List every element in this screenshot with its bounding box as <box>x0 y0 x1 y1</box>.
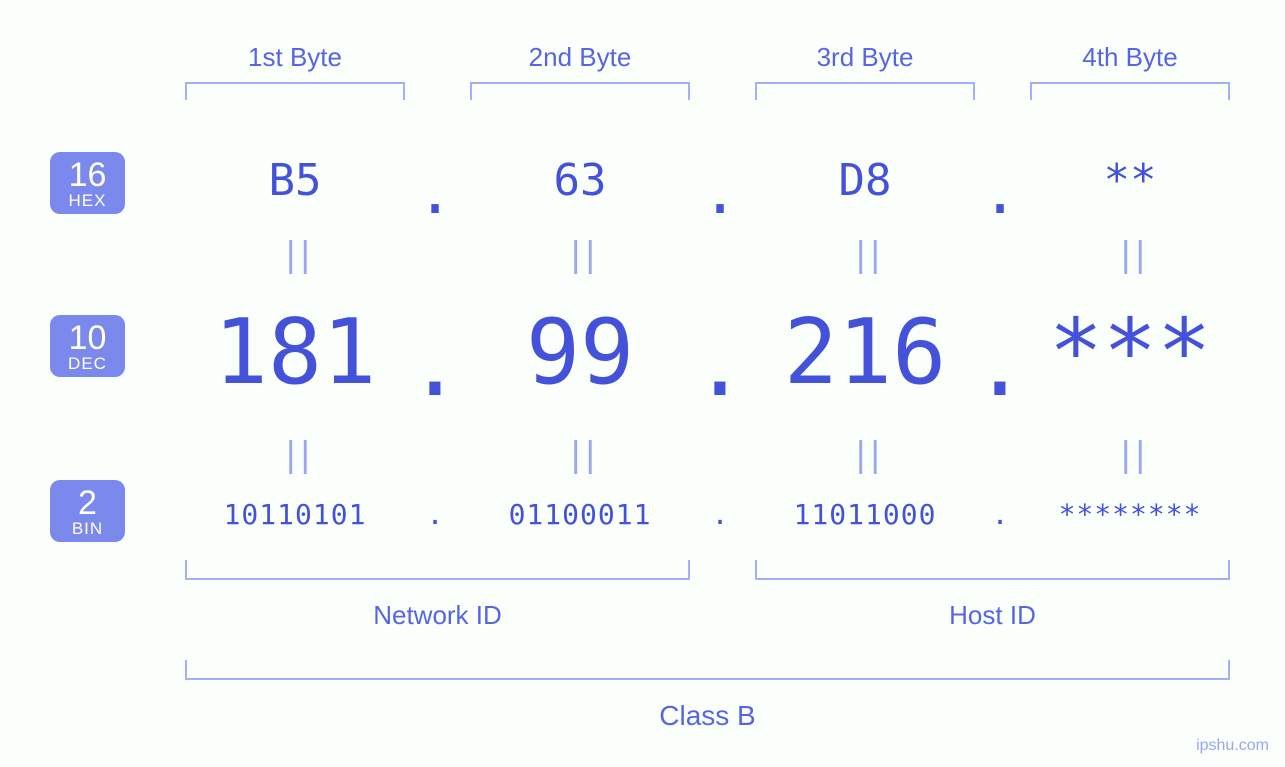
hex-dot-1: . <box>395 158 475 228</box>
hex-byte-4: ** <box>1030 155 1230 206</box>
equals-icon: || <box>265 435 325 475</box>
base-badge-dec: 10 DEC <box>50 315 125 377</box>
badge-number: 10 <box>50 321 125 357</box>
byte-header-1: 1st Byte <box>185 42 405 73</box>
byte-bracket-4 <box>1030 82 1230 100</box>
byte-header-2: 2nd Byte <box>470 42 690 73</box>
dec-byte-2: 99 <box>470 300 690 405</box>
badge-label: DEC <box>50 355 125 373</box>
bin-dot-1: . <box>395 498 475 531</box>
equals-icon: || <box>1100 235 1160 275</box>
equals-icon: || <box>550 235 610 275</box>
badge-label: HEX <box>50 192 125 210</box>
equals-icon: || <box>1100 435 1160 475</box>
byte-bracket-3 <box>755 82 975 100</box>
base-badge-hex: 16 HEX <box>50 152 125 214</box>
badge-number: 2 <box>50 486 125 522</box>
bin-dot-2: . <box>680 498 760 531</box>
hex-dot-3: . <box>960 158 1040 228</box>
host-id-label: Host ID <box>755 600 1230 631</box>
dec-dot-1: . <box>395 312 475 417</box>
dec-dot-2: . <box>680 312 760 417</box>
badge-label: BIN <box>50 520 125 538</box>
byte-bracket-1 <box>185 82 405 100</box>
dec-byte-1: 181 <box>185 300 405 405</box>
base-badge-bin: 2 BIN <box>50 480 125 542</box>
equals-icon: || <box>550 435 610 475</box>
ip-byte-diagram: 16 HEX 10 DEC 2 BIN 1st Byte 2nd Byte 3r… <box>0 0 1285 767</box>
dec-dot-3: . <box>960 312 1040 417</box>
bin-byte-3: 11011000 <box>755 498 975 531</box>
hex-byte-3: D8 <box>755 155 975 206</box>
class-label: Class B <box>185 700 1230 732</box>
equals-icon: || <box>835 235 895 275</box>
equals-icon: || <box>265 235 325 275</box>
hex-dot-2: . <box>680 158 760 228</box>
network-id-label: Network ID <box>185 600 690 631</box>
watermark: ipshu.com <box>1196 737 1269 755</box>
byte-bracket-2 <box>470 82 690 100</box>
bin-byte-1: 10110101 <box>185 498 405 531</box>
network-id-bracket <box>185 560 690 580</box>
badge-number: 16 <box>50 158 125 194</box>
bin-byte-4: ******** <box>1030 498 1230 531</box>
equals-icon: || <box>835 435 895 475</box>
hex-byte-2: 63 <box>470 155 690 206</box>
host-id-bracket <box>755 560 1230 580</box>
bin-dot-3: . <box>960 498 1040 531</box>
dec-byte-4: *** <box>1030 300 1230 405</box>
hex-byte-1: B5 <box>185 155 405 206</box>
bin-byte-2: 01100011 <box>470 498 690 531</box>
byte-header-4: 4th Byte <box>1030 42 1230 73</box>
dec-byte-3: 216 <box>755 300 975 405</box>
byte-header-3: 3rd Byte <box>755 42 975 73</box>
class-bracket <box>185 660 1230 680</box>
